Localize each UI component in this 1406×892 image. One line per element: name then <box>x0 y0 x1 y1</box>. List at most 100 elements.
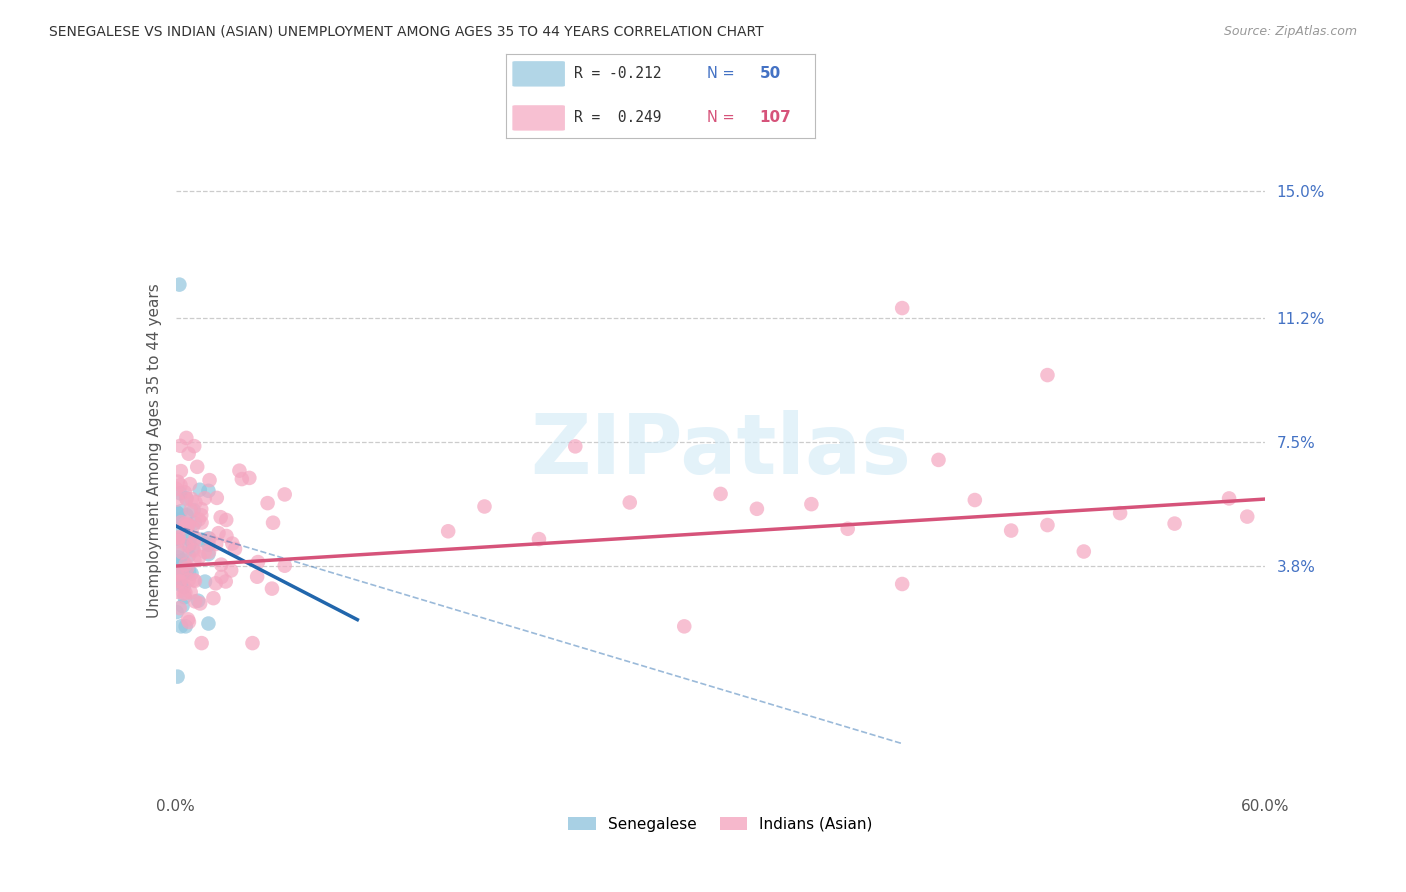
Point <box>167 531 190 545</box>
Point <box>176 566 198 580</box>
Point <box>190 516 212 530</box>
Point <box>166 531 188 545</box>
Point <box>166 670 188 684</box>
Point <box>166 492 188 507</box>
Point <box>170 515 193 529</box>
Point <box>169 486 191 500</box>
Point <box>209 510 232 524</box>
Point <box>176 431 198 445</box>
Point <box>174 516 197 531</box>
Point <box>187 593 209 607</box>
Point <box>224 541 246 556</box>
Point <box>177 564 200 578</box>
Legend: Senegalese, Indians (Asian): Senegalese, Indians (Asian) <box>562 811 879 838</box>
Point <box>891 301 914 315</box>
Point <box>169 478 191 492</box>
Point <box>246 555 269 569</box>
Text: Source: ZipAtlas.com: Source: ZipAtlas.com <box>1223 25 1357 38</box>
Point <box>173 590 195 604</box>
Point <box>170 504 193 518</box>
Point <box>167 533 190 548</box>
Text: R =  0.249: R = 0.249 <box>574 111 662 126</box>
Point <box>169 574 191 589</box>
Point <box>194 491 217 506</box>
Point <box>167 530 190 544</box>
Point <box>173 558 195 572</box>
Point <box>167 558 190 572</box>
Point <box>204 576 226 591</box>
Point <box>187 512 209 526</box>
Y-axis label: Unemployment Among Ages 35 to 44 years: Unemployment Among Ages 35 to 44 years <box>146 283 162 618</box>
Point <box>190 636 212 650</box>
Point <box>177 539 200 553</box>
Point <box>437 524 460 539</box>
Point <box>177 549 200 563</box>
Text: 50: 50 <box>759 66 782 81</box>
Point <box>1036 368 1059 382</box>
Point <box>176 508 198 523</box>
Point <box>180 566 202 581</box>
Text: 107: 107 <box>759 111 792 126</box>
Point <box>165 482 187 496</box>
Point <box>183 439 205 453</box>
Point <box>205 537 228 551</box>
Point <box>169 277 191 292</box>
Point <box>619 495 641 509</box>
Point <box>1163 516 1185 531</box>
Point <box>186 459 208 474</box>
Point <box>209 558 232 572</box>
Point <box>166 541 188 556</box>
Point <box>167 521 190 535</box>
Point <box>170 619 193 633</box>
Point <box>1036 518 1059 533</box>
Point <box>710 487 733 501</box>
Point <box>190 508 212 523</box>
Point <box>1236 509 1258 524</box>
Point <box>176 491 198 506</box>
Point <box>963 493 986 508</box>
Point <box>527 532 550 546</box>
Point <box>177 518 200 533</box>
Point <box>221 536 243 550</box>
Point <box>197 531 219 545</box>
Point <box>183 543 205 558</box>
Text: N =: N = <box>707 66 735 81</box>
Text: SENEGALESE VS INDIAN (ASIAN) UNEMPLOYMENT AMONG AGES 35 TO 44 YEARS CORRELATION : SENEGALESE VS INDIAN (ASIAN) UNEMPLOYMEN… <box>49 25 763 39</box>
Point <box>183 503 205 517</box>
Point <box>170 565 193 579</box>
Point <box>197 616 219 631</box>
Point <box>1109 506 1132 520</box>
Point <box>177 573 200 587</box>
Point <box>194 545 217 559</box>
Point <box>166 475 188 489</box>
Point <box>176 538 198 552</box>
Point <box>170 545 193 559</box>
Point <box>170 464 193 478</box>
Point <box>179 477 201 491</box>
Point <box>673 619 696 633</box>
Point <box>564 439 586 453</box>
Point <box>180 503 202 517</box>
Point <box>169 439 191 453</box>
Point <box>165 505 187 519</box>
Point <box>180 585 202 599</box>
Point <box>211 570 233 584</box>
Point <box>800 497 823 511</box>
Point <box>184 574 207 588</box>
Point <box>215 529 238 543</box>
Point <box>202 591 225 606</box>
Point <box>167 507 190 521</box>
Point <box>197 483 219 498</box>
Point <box>181 521 204 535</box>
Point <box>166 605 188 619</box>
Point <box>1218 491 1240 506</box>
Point <box>177 517 200 532</box>
Point <box>181 542 204 557</box>
Point <box>174 619 197 633</box>
Point <box>167 561 190 575</box>
Point <box>173 485 195 500</box>
Point <box>167 572 190 586</box>
Point <box>180 491 202 506</box>
Point <box>172 553 194 567</box>
Point <box>197 538 219 552</box>
